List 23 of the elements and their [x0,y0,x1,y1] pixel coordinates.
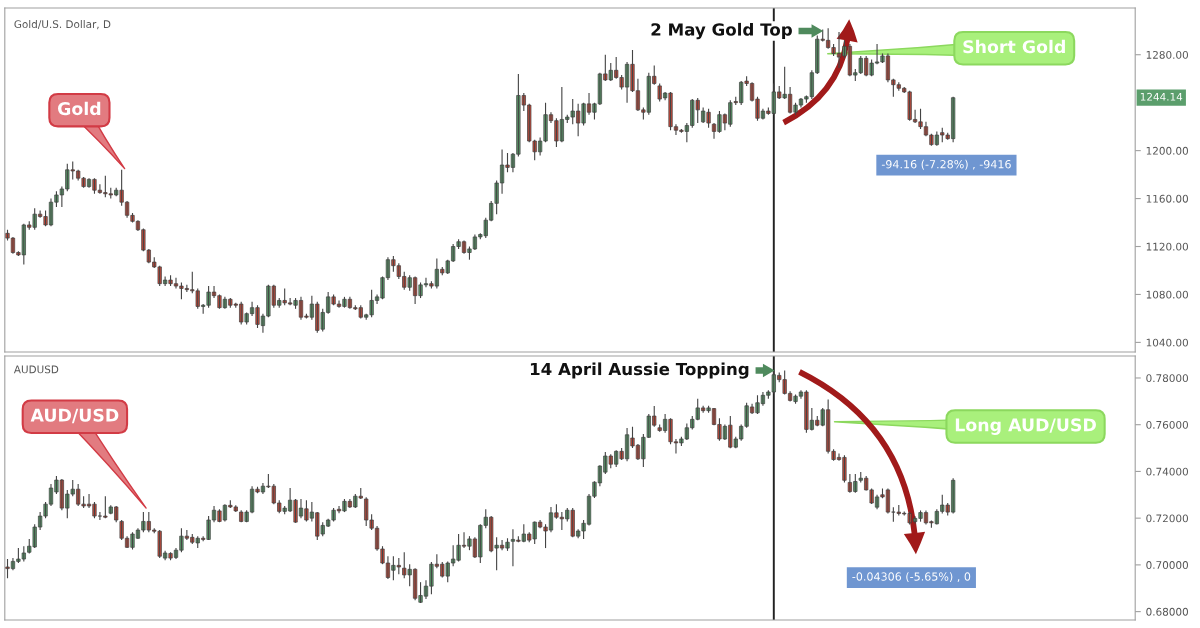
y-tick-label: 0.72000 [1146,514,1188,523]
annotation: AUD/USD [30,408,119,424]
y-tick-label: 0.76000 [1146,420,1188,429]
text: 1244.14 [1140,92,1183,101]
y-tick-label: 1160.00 [1146,194,1188,203]
annotation: -0.04306 (-5.65%) , 0 [852,572,971,583]
annotation: -94.16 (-7.28%) , -9416 [881,159,1011,170]
annotation: Short Gold [963,39,1065,54]
y-tick-label: 1040.00 [1146,338,1188,347]
text: Gold/U.S. Dollar, D [14,20,111,30]
y-tick-label: 0.74000 [1146,467,1188,476]
y-tick-label: 1080.00 [1146,290,1188,299]
y-tick-label: 1120.00 [1146,242,1188,251]
y-tick-label: 1200.00 [1146,146,1188,155]
annotation: 2 May Gold Top [651,22,792,40]
y-tick-label: 0.70000 [1146,561,1188,569]
annotation: Gold [57,101,101,116]
y-tick-label: 0.68000 [1146,607,1188,616]
annotation: Long AUD/USD [955,418,1096,435]
annotation: 14 April Aussie Topping [530,362,749,379]
y-tick-label: 1280.00 [1146,50,1188,59]
y-tick-label: 0.78000 [1146,374,1188,383]
text: AUDUSD [13,365,59,374]
